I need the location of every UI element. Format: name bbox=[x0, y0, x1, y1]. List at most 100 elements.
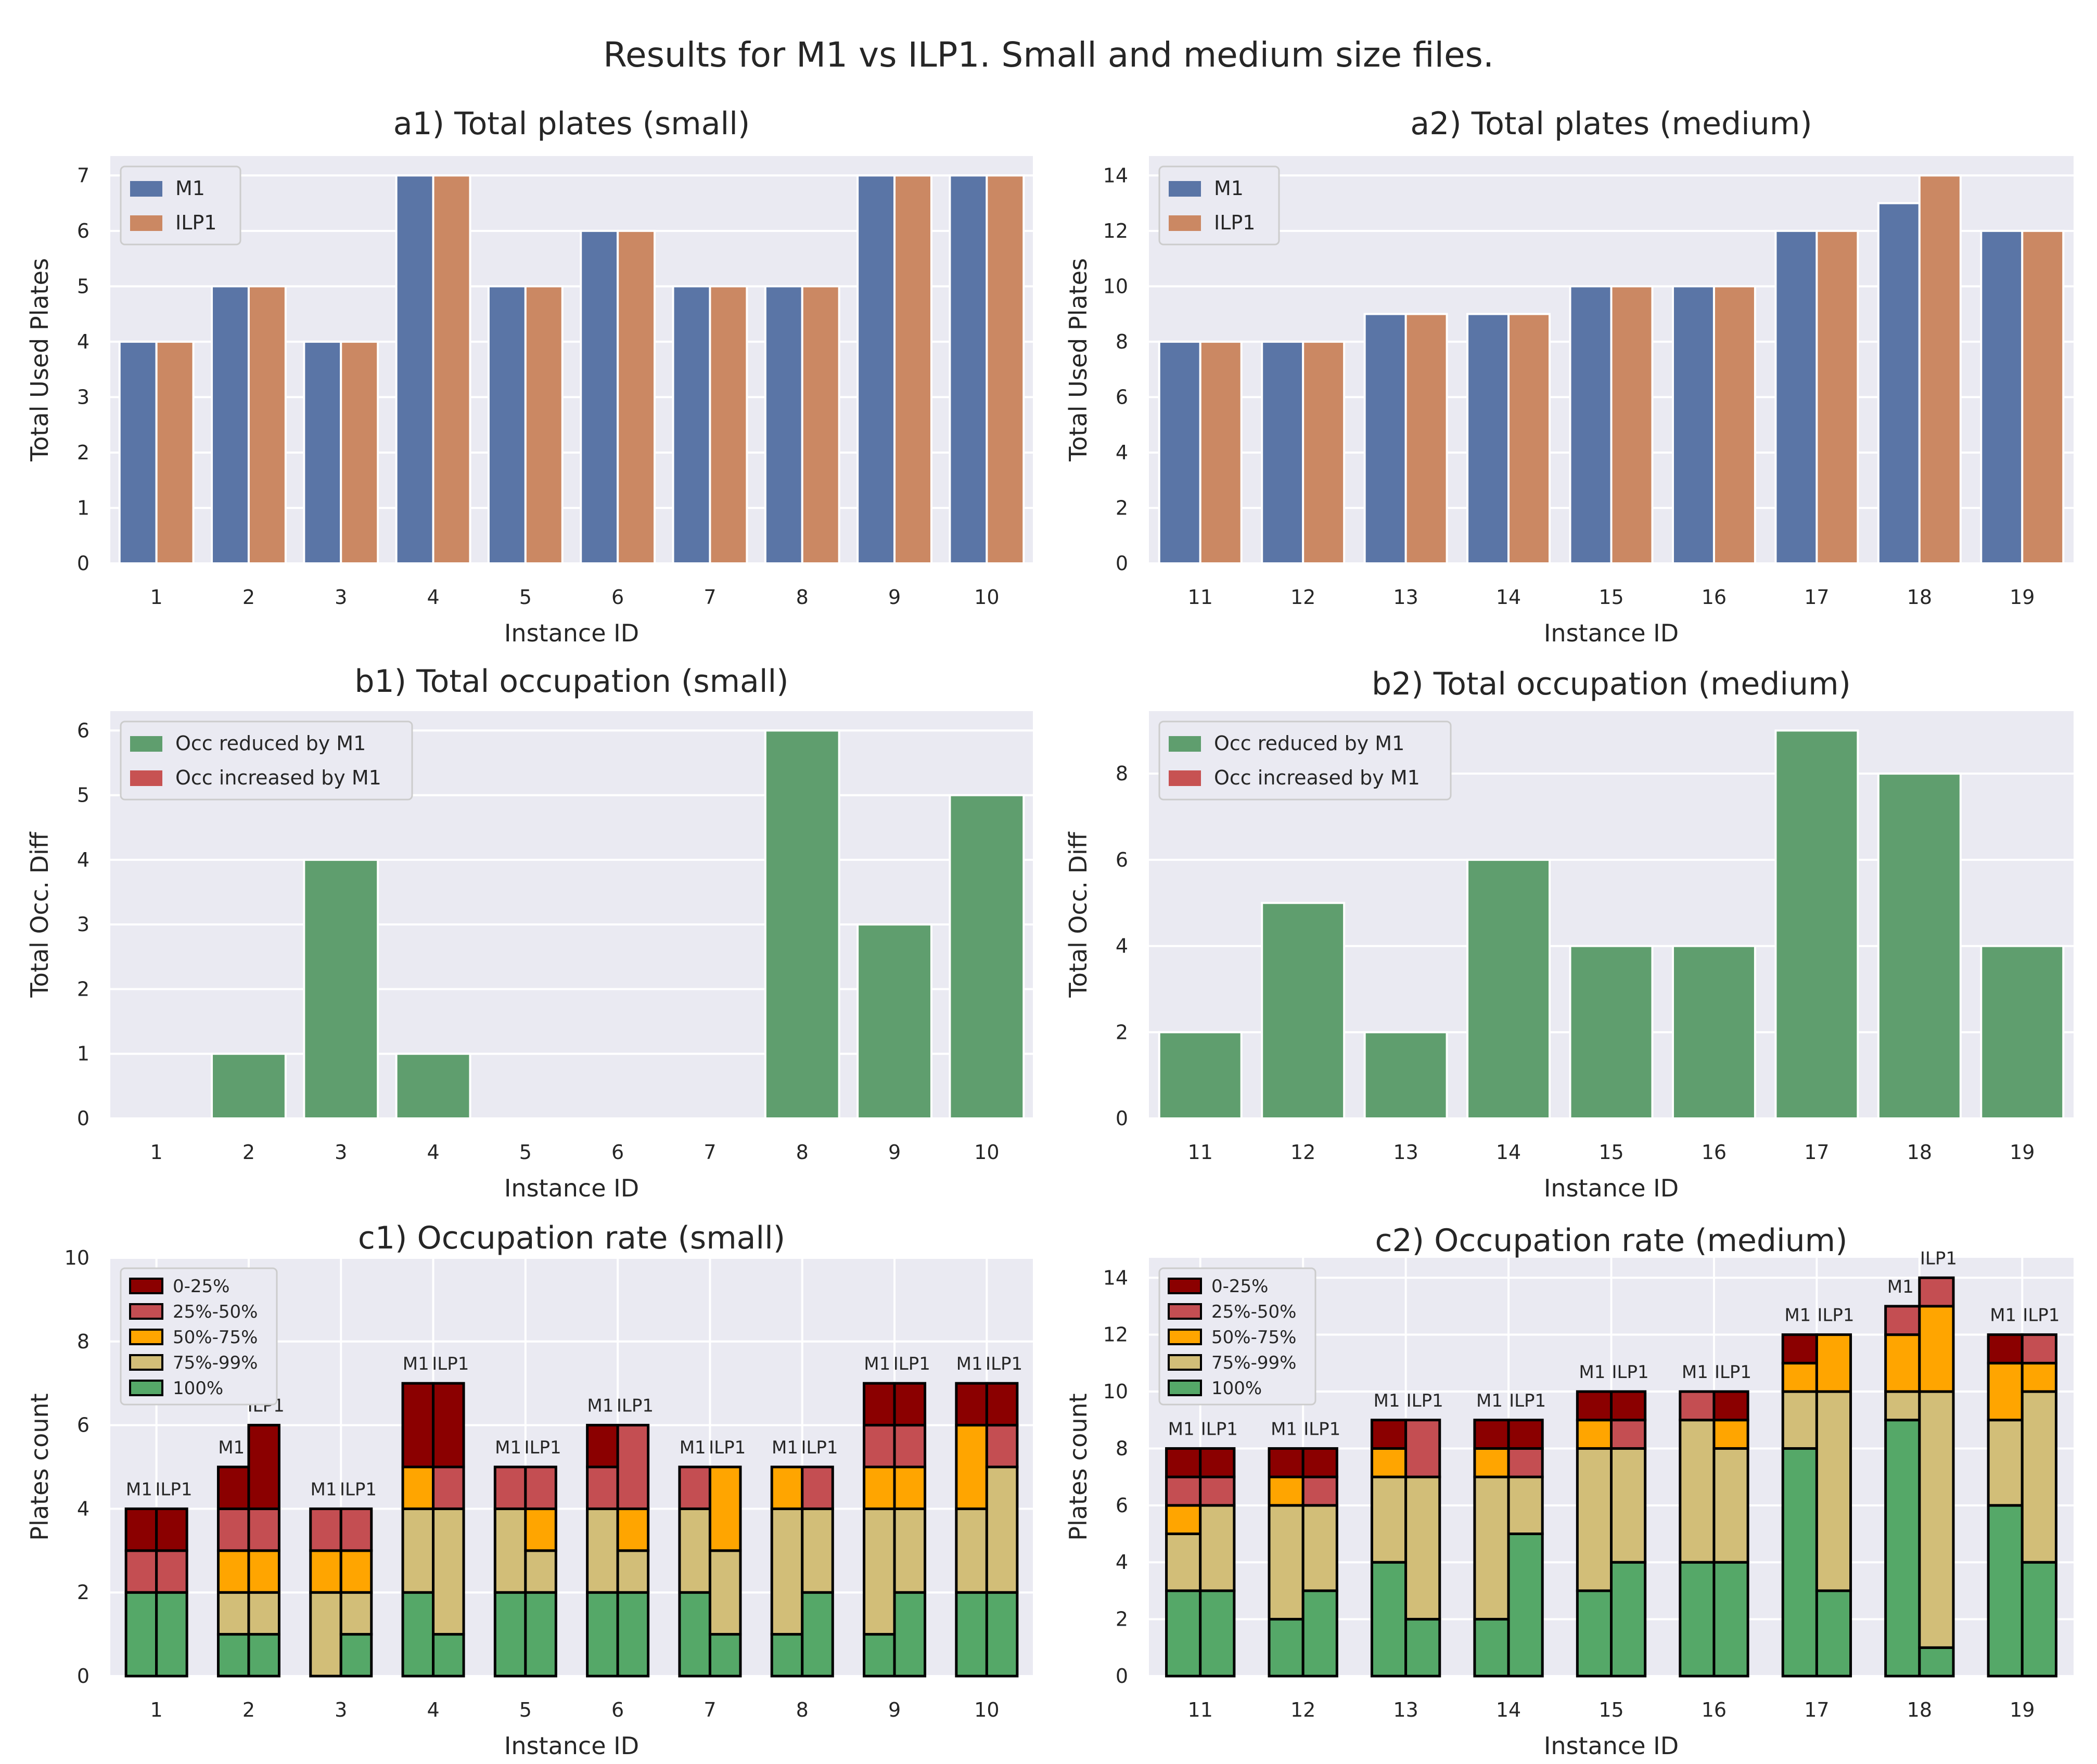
stack-segment-ilp1 bbox=[708, 1633, 742, 1678]
y-tick-label: 10 bbox=[65, 1246, 89, 1269]
bar-label-m1: M1 bbox=[311, 1479, 337, 1500]
y-tick-label: 12 bbox=[1103, 1323, 1128, 1346]
bar-m1 bbox=[211, 285, 250, 564]
figure-title: Results for M1 vs ILP1. Small and medium… bbox=[603, 35, 1494, 75]
x-tick-label: 14 bbox=[1496, 586, 1521, 609]
bar-label-m1: M1 bbox=[1271, 1419, 1297, 1439]
legend-label: 0-25% bbox=[1211, 1276, 1268, 1297]
stack-segment-m1 bbox=[863, 1465, 896, 1510]
legend-swatch bbox=[130, 770, 162, 786]
stack-segment-ilp1 bbox=[1507, 1475, 1544, 1536]
stack-segment-ilp1 bbox=[2021, 1333, 2057, 1364]
x-tick-label: 1 bbox=[150, 586, 163, 609]
bar-m1 bbox=[1569, 285, 1613, 564]
stack-segment-m1 bbox=[1679, 1561, 1716, 1678]
legend-swatch bbox=[1168, 1380, 1202, 1396]
bar-label-m1: M1 bbox=[126, 1479, 152, 1500]
stack-segment-ilp1 bbox=[1918, 1646, 1955, 1678]
stack-segment-m1 bbox=[1781, 1390, 1818, 1450]
bar-m1 bbox=[395, 174, 434, 564]
x-tick-label: 8 bbox=[796, 1141, 809, 1164]
stack-segment-ilp1 bbox=[616, 1591, 650, 1678]
stack-segment-m1 bbox=[1576, 1589, 1613, 1678]
legend-box bbox=[120, 720, 413, 801]
stack-segment-m1 bbox=[1268, 1504, 1305, 1621]
bar-occ-reduced bbox=[1158, 1031, 1243, 1120]
legend-label: 50%-75% bbox=[173, 1327, 258, 1348]
y-tick-label: 4 bbox=[1116, 441, 1128, 464]
stack-segment-m1 bbox=[1679, 1390, 1716, 1422]
bar-label-ilp1: ILP1 bbox=[1303, 1419, 1340, 1439]
x-tick-label: 3 bbox=[335, 1698, 347, 1721]
bar-label-ilp1: ILP1 bbox=[1817, 1305, 1854, 1326]
stack-segment-m1 bbox=[955, 1382, 988, 1427]
x-tick-label: 6 bbox=[611, 586, 624, 609]
x-tick-label: 18 bbox=[1907, 586, 1932, 609]
bar-label-ilp1: ILP1 bbox=[1509, 1390, 1546, 1411]
y-tick-label: 0 bbox=[77, 552, 89, 575]
chart-title: b2) Total occupation (medium) bbox=[1372, 666, 1851, 702]
bar-occ-reduced bbox=[764, 729, 840, 1120]
bar-m1 bbox=[1774, 229, 1818, 564]
stack-segment-m1 bbox=[1165, 1589, 1202, 1678]
x-tick-label: 13 bbox=[1393, 586, 1418, 609]
bar-ilp1 bbox=[709, 285, 748, 564]
stack-segment-ilp1 bbox=[524, 1549, 557, 1594]
y-tick-label: 5 bbox=[77, 784, 89, 807]
x-tick-label: 9 bbox=[888, 1698, 901, 1721]
stack-segment-ilp1 bbox=[247, 1633, 280, 1678]
stack-segment-m1 bbox=[1884, 1390, 1921, 1422]
x-axis-label: Instance ID bbox=[504, 1174, 639, 1202]
x-tick-label: 15 bbox=[1599, 586, 1623, 609]
legend-label: 75%-99% bbox=[1211, 1353, 1296, 1373]
x-tick-label: 7 bbox=[704, 1141, 716, 1164]
bar-label-ilp1: ILP1 bbox=[1406, 1390, 1443, 1411]
legend-label: 25%-50% bbox=[1211, 1302, 1296, 1322]
legend-label: M1 bbox=[1214, 177, 1244, 200]
x-tick-label: 16 bbox=[1702, 1698, 1727, 1721]
y-tick-label: 8 bbox=[1116, 762, 1128, 785]
y-axis-label: Total Used Plates bbox=[25, 258, 54, 462]
y-tick-label: 10 bbox=[1103, 275, 1128, 298]
stack-segment-m1 bbox=[586, 1465, 619, 1510]
stack-segment-ilp1 bbox=[1404, 1475, 1441, 1621]
stack-segment-ilp1 bbox=[1918, 1305, 1955, 1393]
x-tick-label: 19 bbox=[2010, 586, 2035, 609]
y-tick-label: 1 bbox=[77, 496, 89, 519]
legend-swatch bbox=[129, 1278, 163, 1294]
stack-segment-ilp1 bbox=[1712, 1419, 1749, 1450]
bar-ilp1 bbox=[801, 285, 840, 564]
x-tick-label: 17 bbox=[1804, 1141, 1829, 1164]
bar-ilp1 bbox=[1302, 340, 1346, 564]
stack-segment-m1 bbox=[770, 1633, 804, 1678]
stack-segment-ilp1 bbox=[1610, 1447, 1647, 1564]
bar-occ-reduced bbox=[211, 1052, 287, 1119]
bar-occ-reduced bbox=[395, 1052, 471, 1119]
x-tick-label: 17 bbox=[1804, 586, 1829, 609]
stack-segment-m1 bbox=[493, 1507, 527, 1594]
stack-segment-ilp1 bbox=[1712, 1390, 1749, 1422]
x-tick-label: 7 bbox=[704, 586, 716, 609]
chart-c2: 0 2 4 6 8 10 12 14 11 12 13 14 15 16 17 18 19 c2) Occupat… bbox=[1064, 1222, 2074, 1760]
stack-segment-ilp1 bbox=[708, 1549, 742, 1636]
y-axis-label: Plates count bbox=[1064, 1393, 1092, 1540]
legend-swatch bbox=[1169, 181, 1201, 197]
stack-segment-m1 bbox=[1370, 1561, 1408, 1678]
x-tick-label: 4 bbox=[427, 1698, 439, 1721]
bar-label-ilp1: ILP1 bbox=[801, 1437, 838, 1458]
stack-segment-ilp1 bbox=[2021, 1361, 2057, 1393]
bar-label-m1: M1 bbox=[956, 1354, 983, 1374]
stack-segment-ilp1 bbox=[708, 1465, 742, 1552]
x-tick-label: 19 bbox=[2010, 1141, 2035, 1164]
bar-ilp1 bbox=[1610, 285, 1654, 564]
y-tick-label: 1 bbox=[77, 1042, 89, 1065]
bar-label-m1: M1 bbox=[680, 1437, 706, 1458]
stack-segment-ilp1 bbox=[1918, 1390, 1955, 1649]
x-tick-label: 16 bbox=[1702, 586, 1727, 609]
stack-segment-m1 bbox=[401, 1382, 435, 1469]
stack-segment-m1 bbox=[1884, 1419, 1921, 1678]
x-tick-label: 15 bbox=[1599, 1698, 1623, 1721]
x-tick-label: 18 bbox=[1907, 1141, 1932, 1164]
stack-segment-ilp1 bbox=[247, 1424, 280, 1510]
